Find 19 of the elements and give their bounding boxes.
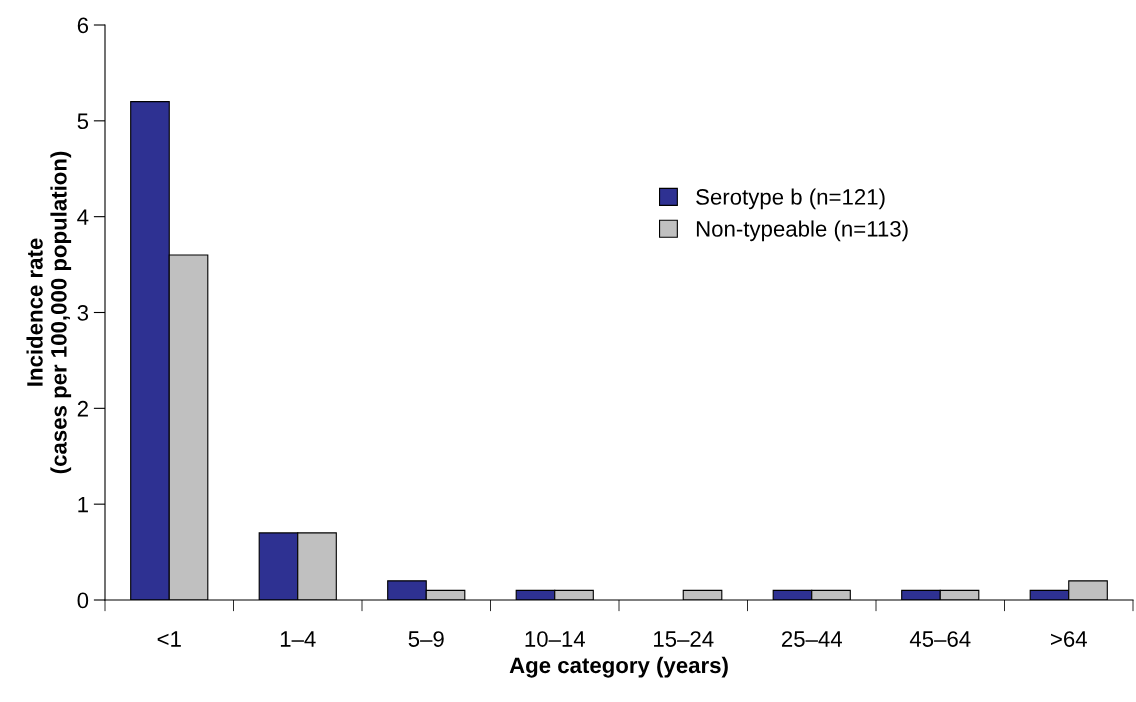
y-tick-label: 2 xyxy=(77,400,88,417)
legend-label: Non-typeable (n=113) xyxy=(696,220,908,242)
x-tick-label: >64 xyxy=(1051,631,1087,647)
x-axis-title: Age category (years) xyxy=(509,656,728,678)
x-tick-label: <1 xyxy=(157,631,181,647)
x-tick-label: 10–14 xyxy=(525,631,585,647)
x-tick-label: 45–64 xyxy=(909,631,971,647)
x-tick-label: 1–4 xyxy=(280,631,316,647)
y-tick-label: 4 xyxy=(77,209,89,225)
x-tick-label: 5–9 xyxy=(408,631,444,647)
legend-label: Serotype b (n=121) xyxy=(696,188,885,210)
y-tick-label: 1 xyxy=(78,496,88,513)
y-tick-label: 0 xyxy=(77,592,89,609)
x-tick-label: 15–24 xyxy=(654,631,714,647)
y-tick-label: 5 xyxy=(77,113,89,130)
y-tick-label: 3 xyxy=(77,305,89,321)
y-tick-label: 6 xyxy=(77,17,89,34)
x-tick-label: 25–44 xyxy=(781,631,842,647)
y-axis-title: Incidence rate (cases per 100,000 population) xyxy=(26,151,72,474)
